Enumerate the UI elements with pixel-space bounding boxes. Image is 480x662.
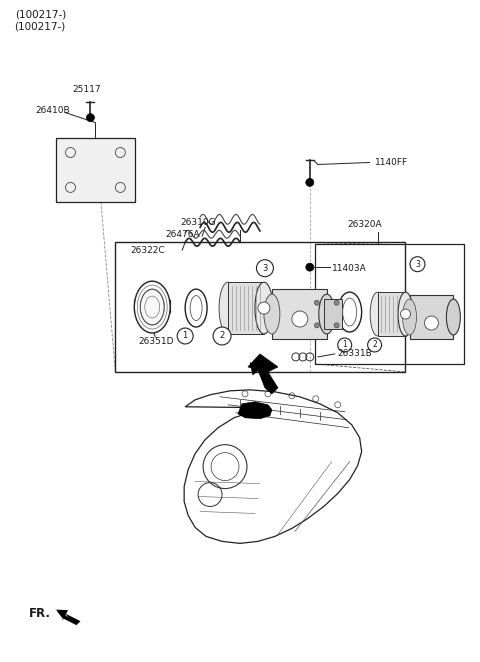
Text: 25117: 25117 (72, 85, 101, 94)
Text: 2: 2 (219, 332, 225, 340)
Bar (272, 289, 327, 339)
Ellipse shape (343, 298, 357, 326)
Text: 1: 1 (342, 340, 347, 350)
Ellipse shape (264, 294, 280, 334)
Polygon shape (238, 402, 272, 419)
Text: (100217-): (100217-) (14, 21, 65, 31)
Bar (409, 295, 454, 339)
Text: 26410B: 26410B (36, 106, 70, 115)
Circle shape (306, 179, 314, 187)
Text: 1: 1 (182, 332, 188, 340)
Circle shape (256, 260, 274, 277)
Bar (378, 292, 406, 336)
Text: 3: 3 (262, 263, 268, 273)
Text: 26310G: 26310G (180, 218, 216, 227)
Circle shape (213, 327, 231, 345)
Ellipse shape (219, 282, 237, 334)
Circle shape (177, 328, 193, 344)
Text: 26476A: 26476A (165, 230, 200, 239)
Circle shape (400, 309, 410, 319)
Polygon shape (248, 354, 278, 394)
Circle shape (314, 301, 319, 305)
Circle shape (306, 263, 314, 271)
Circle shape (292, 311, 308, 327)
Bar (324, 299, 342, 329)
Ellipse shape (338, 292, 361, 332)
Circle shape (424, 316, 438, 330)
Circle shape (338, 338, 352, 352)
Text: 11403A: 11403A (332, 263, 367, 273)
Circle shape (334, 323, 339, 328)
Ellipse shape (134, 281, 170, 333)
Circle shape (258, 302, 270, 314)
Text: 3: 3 (415, 260, 420, 269)
Ellipse shape (398, 292, 413, 336)
Ellipse shape (319, 294, 335, 334)
Circle shape (368, 338, 382, 352)
Polygon shape (56, 609, 81, 625)
Ellipse shape (255, 282, 273, 334)
Bar (56, 138, 135, 203)
Text: (100217-): (100217-) (15, 10, 66, 20)
Ellipse shape (446, 299, 460, 335)
Bar (315, 244, 464, 364)
Circle shape (334, 301, 339, 305)
Text: 26331B: 26331B (338, 350, 372, 358)
Ellipse shape (403, 299, 417, 335)
Text: 26320A: 26320A (348, 220, 382, 229)
Bar (115, 242, 405, 372)
Text: 26322C: 26322C (130, 246, 165, 255)
Ellipse shape (190, 296, 202, 320)
Ellipse shape (370, 292, 385, 336)
Bar (228, 282, 264, 334)
Ellipse shape (185, 289, 207, 327)
Text: FR.: FR. (29, 606, 50, 620)
Circle shape (410, 257, 425, 271)
Text: 2: 2 (372, 340, 377, 350)
Circle shape (314, 323, 319, 328)
Text: 26351D: 26351D (138, 338, 174, 346)
Text: 1140FF: 1140FF (374, 158, 408, 167)
Circle shape (86, 114, 95, 122)
